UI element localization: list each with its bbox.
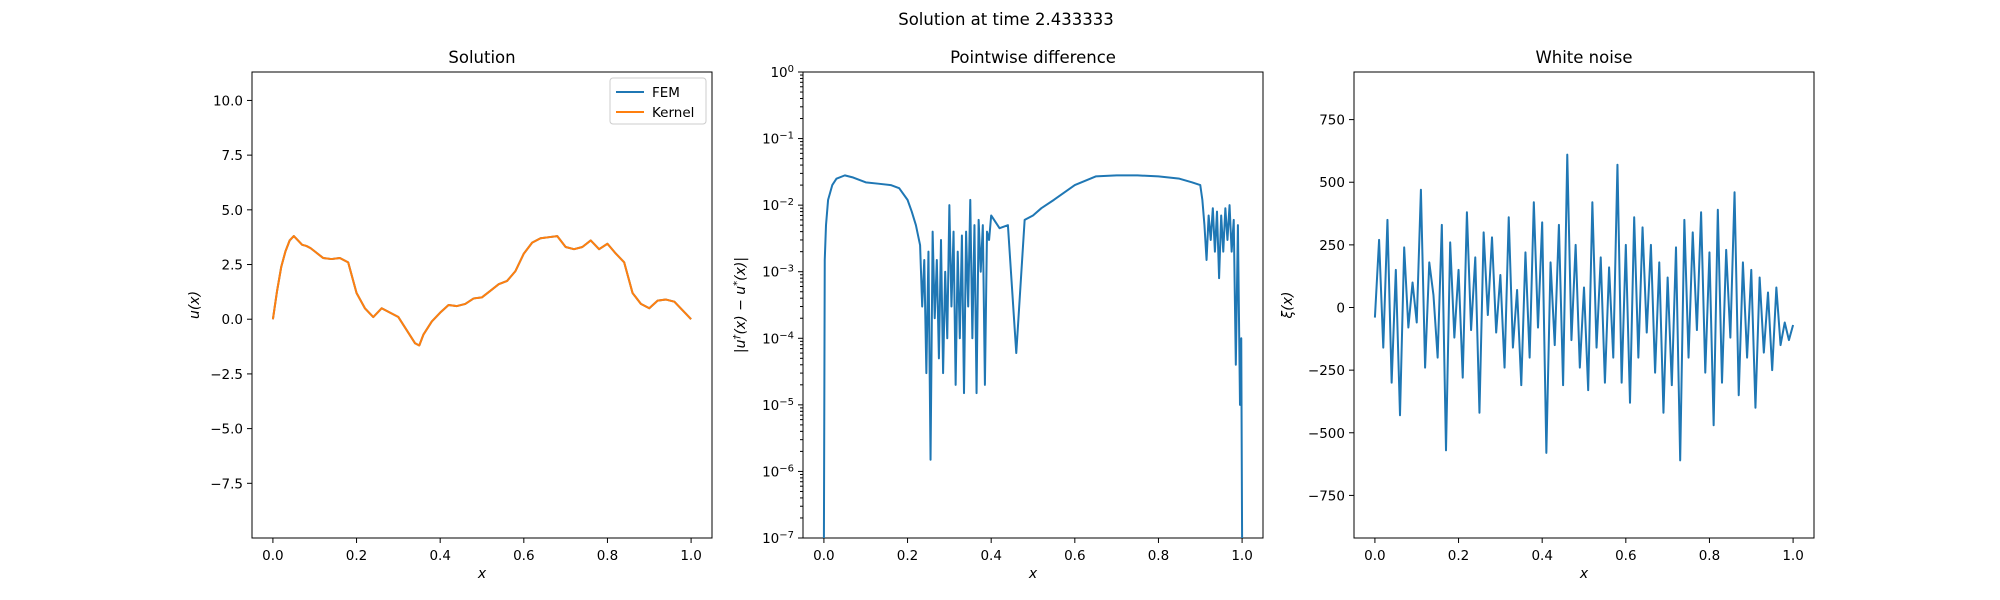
noise-xtick-label: 0.4 xyxy=(1531,548,1552,564)
noise-panel: White noise x ξ(x) 0.0 0.2 0.4 0.6 0.8 1.0 −75… xyxy=(1280,48,1815,582)
noise-ytick-label: 250 xyxy=(1319,238,1345,254)
noise-ytick-label: 750 xyxy=(1319,113,1345,129)
noise-ytick-label: 500 xyxy=(1319,175,1345,191)
solution-ylabel: u(x) xyxy=(187,291,203,319)
solution-ytick-label: 7.5 xyxy=(222,148,243,164)
difference-series-diff xyxy=(822,174,1244,538)
difference-ytick-label: 10−3 xyxy=(762,263,794,281)
solution-xtick-label: 0.6 xyxy=(513,548,534,564)
difference-panel: Pointwise difference x |u†(x) − u*(x)| 0… xyxy=(732,48,1264,582)
solution-xtick-label: 0.4 xyxy=(429,548,450,564)
solution-ytick-label: 0.0 xyxy=(222,312,243,328)
solution-title: Solution xyxy=(448,48,515,67)
noise-ytick-label: −750 xyxy=(1308,488,1345,504)
solution-xtick-label: 0.2 xyxy=(346,548,367,564)
difference-ytick-label: 10−6 xyxy=(762,463,794,481)
solution-series-kernel xyxy=(271,235,692,347)
difference-ytick-label: 10−2 xyxy=(762,197,794,215)
solution-ytick-label: 5.0 xyxy=(222,203,243,219)
difference-title: Pointwise difference xyxy=(950,48,1116,67)
difference-ylabel: |u†(x) − u*(x)| xyxy=(732,257,750,353)
difference-xtick-label: 0.8 xyxy=(1148,548,1169,564)
difference-xtick-label: 0.2 xyxy=(897,548,918,564)
solution-ytick-label: 2.5 xyxy=(222,258,243,274)
solution-ytick-label: −7.5 xyxy=(210,476,243,492)
noise-xtick-label: 0.2 xyxy=(1448,548,1469,564)
difference-xtick-label: 0.4 xyxy=(980,548,1001,564)
noise-series-noise xyxy=(1373,153,1795,462)
legend-label-kernel: Kernel xyxy=(652,105,694,121)
noise-xtick-label: 0.6 xyxy=(1615,548,1636,564)
noise-ytick-label: 0 xyxy=(1336,301,1345,317)
noise-ylabel: ξ(x) xyxy=(1280,291,1296,319)
noise-title: White noise xyxy=(1535,48,1632,67)
solution-axes-frame xyxy=(251,71,713,539)
noise-ytick-label: −250 xyxy=(1308,363,1345,379)
noise-xlabel: x xyxy=(1579,566,1589,582)
difference-ytick-label: 10−7 xyxy=(762,530,794,548)
difference-ytick-label: 10−4 xyxy=(762,330,794,348)
difference-axes-frame xyxy=(802,71,1264,539)
figure-suptitle: Solution at time 2.433333 xyxy=(898,10,1114,29)
solution-panel: Solution x u(x) FEM Kernel 0.0 0.2 0.4 0.6 0… xyxy=(187,48,713,582)
solution-xtick-label: 1.0 xyxy=(680,548,701,564)
solution-xtick-label: 0.0 xyxy=(262,548,283,564)
difference-xtick-label: 0.0 xyxy=(813,548,834,564)
noise-xtick-label: 0.0 xyxy=(1364,548,1385,564)
solution-ytick-label: 10.0 xyxy=(213,93,243,109)
difference-ytick-label: 100 xyxy=(770,64,794,82)
noise-xtick-label: 1.0 xyxy=(1782,548,1803,564)
difference-xtick-label: 0.6 xyxy=(1064,548,1085,564)
solution-xtick-label: 0.8 xyxy=(597,548,618,564)
noise-axes-frame xyxy=(1353,71,1815,539)
noise-ytick-label: −500 xyxy=(1308,426,1345,442)
solution-ytick-label: −5.0 xyxy=(210,422,243,438)
solution-xlabel: x xyxy=(477,566,487,582)
difference-xlabel: x xyxy=(1028,566,1038,582)
difference-ytick-label: 10−5 xyxy=(762,396,794,414)
noise-xtick-label: 0.8 xyxy=(1699,548,1720,564)
solution-legend: FEM Kernel xyxy=(609,77,707,125)
difference-ytick-label: 10−1 xyxy=(762,130,794,148)
solution-ytick-label: −2.5 xyxy=(210,367,243,383)
legend-label-fem: FEM xyxy=(652,85,680,101)
difference-xtick-label: 1.0 xyxy=(1231,548,1252,564)
